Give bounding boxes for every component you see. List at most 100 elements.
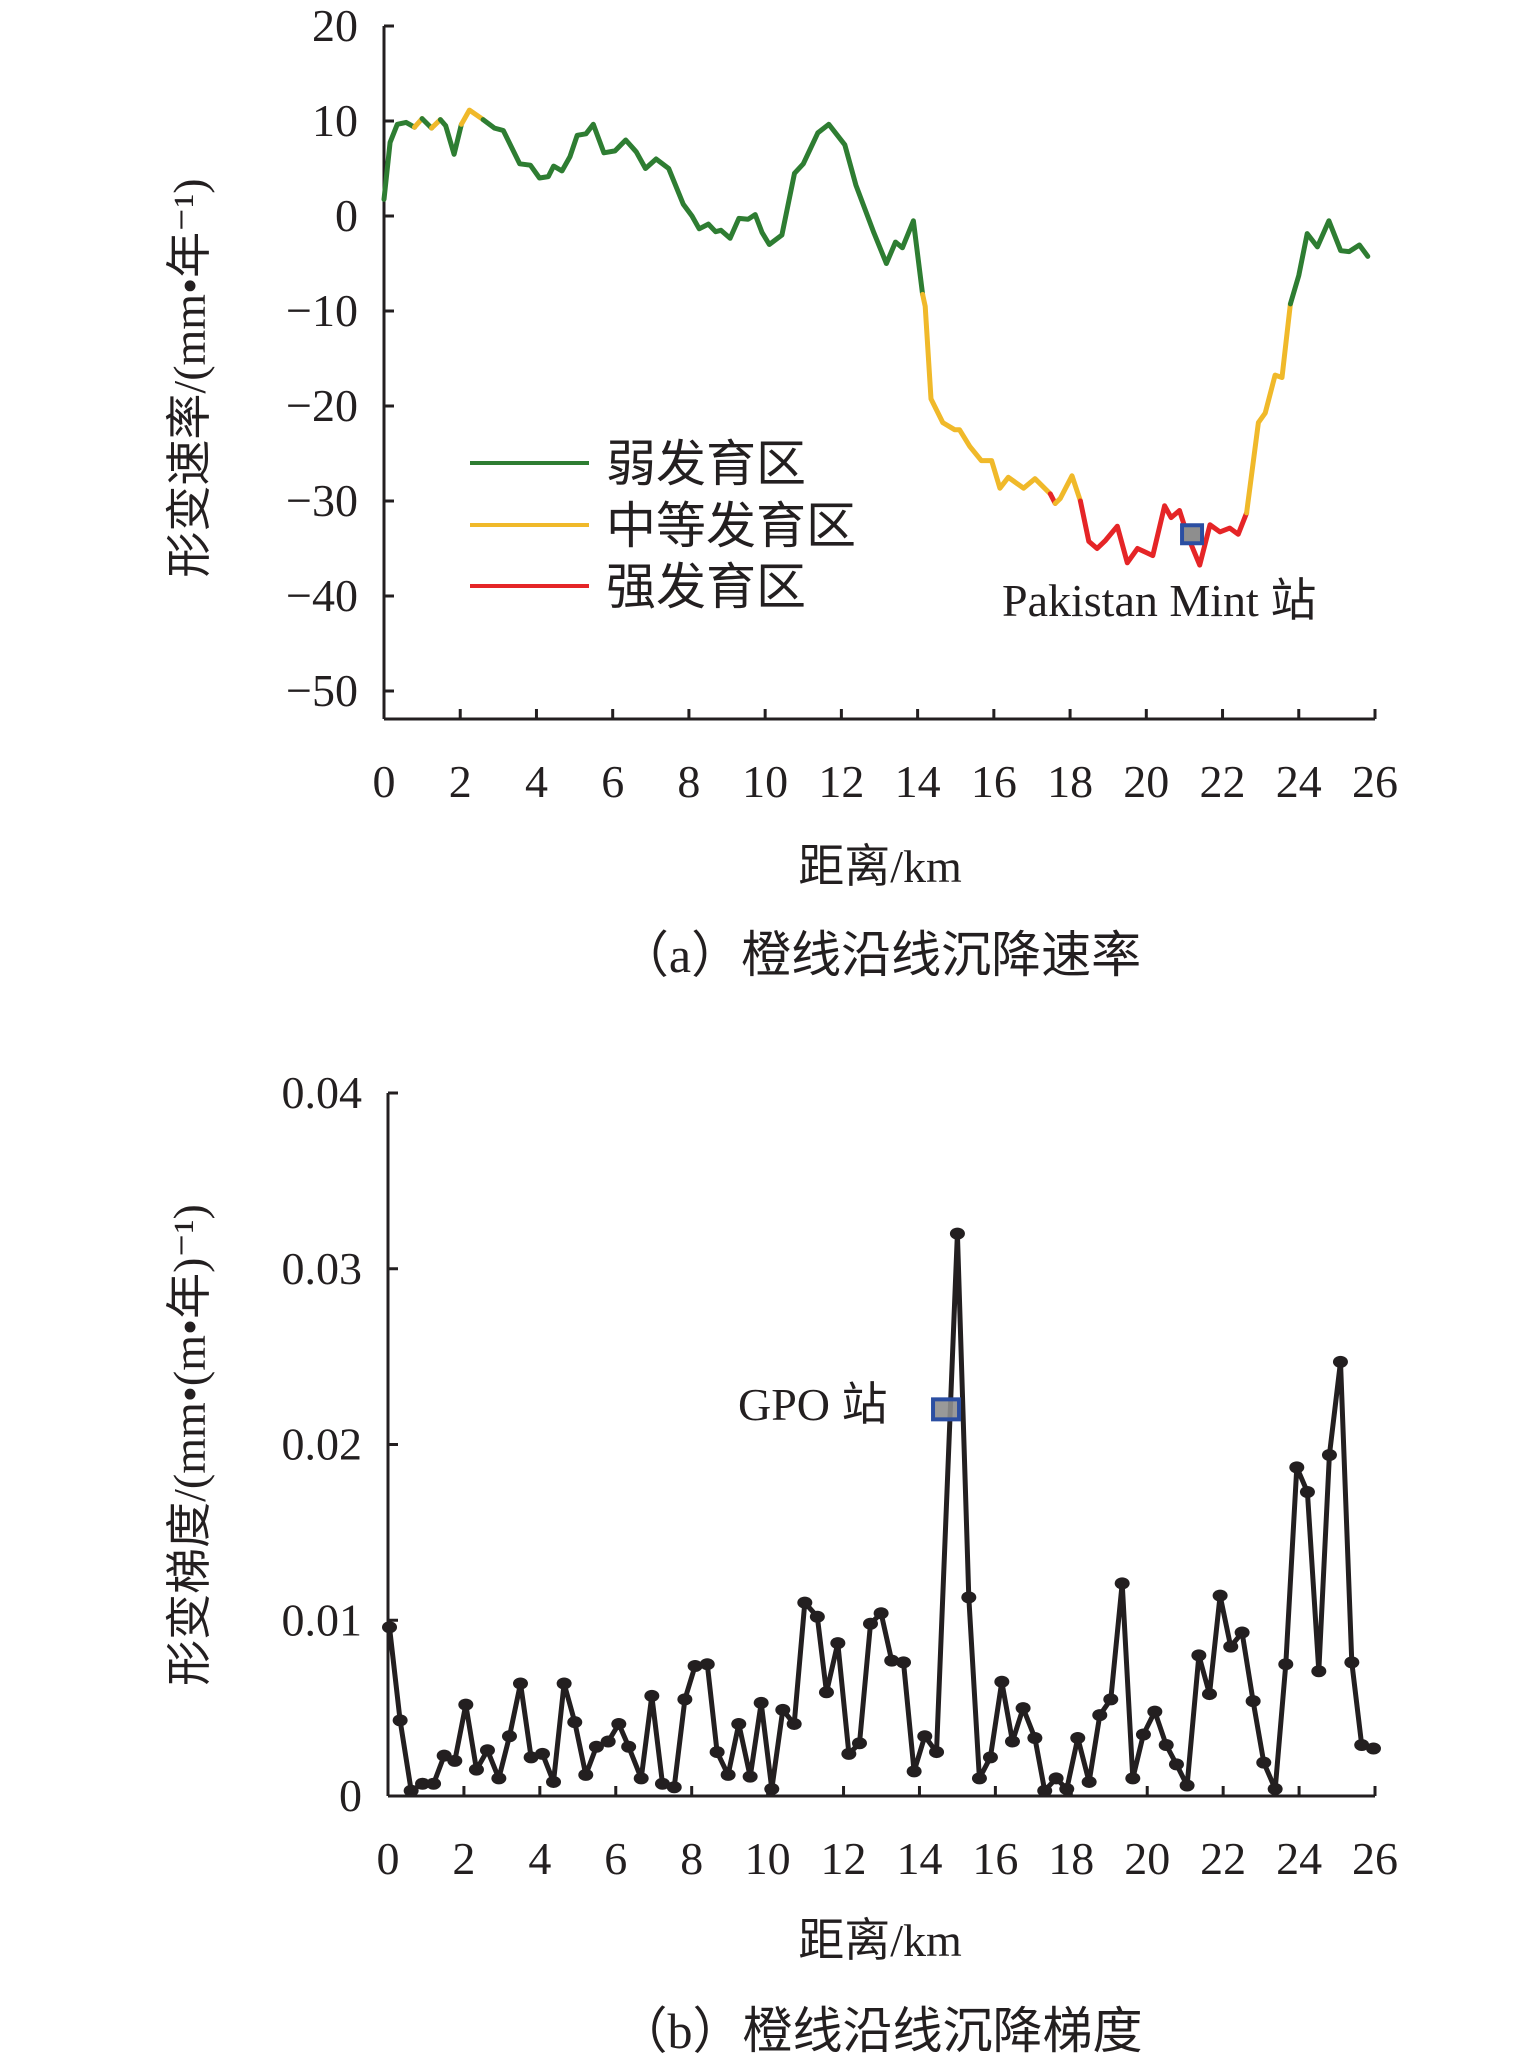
x-tick-label: 4	[525, 756, 548, 807]
x-tick-label: 22	[1200, 1833, 1246, 1884]
gradient-point	[567, 1716, 583, 1729]
x-tick-label: 24	[1276, 756, 1322, 807]
gradient-point	[720, 1768, 736, 1781]
gradient-point	[851, 1737, 867, 1750]
y-tick-label: 0.01	[282, 1594, 363, 1645]
gradient-point	[621, 1740, 637, 1753]
x-tick-label: 8	[677, 756, 700, 807]
gradient-point	[896, 1656, 912, 1669]
gradient-point	[753, 1696, 769, 1709]
gradient-point	[1354, 1739, 1370, 1752]
gradient-point	[884, 1654, 900, 1667]
x-tick-label: 12	[821, 1833, 867, 1884]
gradient-point	[392, 1714, 408, 1727]
gradient-point	[818, 1686, 834, 1699]
gradient-point	[1081, 1775, 1097, 1788]
legend-label-moderate: 中等发育区	[606, 498, 856, 554]
gradient-point	[764, 1782, 780, 1795]
x-tick-label: 20	[1123, 756, 1169, 807]
rate-line-weak	[381, 119, 417, 202]
y-tick-label: 0	[339, 1770, 362, 1821]
gradient-point	[512, 1677, 528, 1690]
chart-b-ylabel: 形变梯度/(mm•(m•年)⁻¹)	[164, 1204, 215, 1686]
legend-label-strong: 强发育区	[606, 559, 806, 615]
gradient-point	[830, 1637, 846, 1650]
x-tick-label: 10	[742, 756, 788, 807]
gradient-point	[742, 1770, 758, 1783]
gradient-line	[387, 1231, 1375, 1794]
gradient-point	[382, 1621, 398, 1634]
gradient-point	[556, 1677, 572, 1690]
gradient-point	[1267, 1782, 1283, 1795]
chart-b-xlabel: 距离/km	[798, 1915, 962, 1966]
rate-line-moderate	[1052, 473, 1083, 506]
gradient-point	[1147, 1705, 1163, 1718]
gradient-point	[633, 1772, 649, 1785]
x-tick-label: 20	[1124, 1833, 1170, 1884]
gradient-point	[546, 1775, 562, 1788]
chart-a-deformation-rate: 形变速率/(mm•年⁻¹) 距离/km （a）橙线沿线沉降速率 Pakistan…	[164, 0, 1398, 983]
y-tick-label: −30	[286, 475, 358, 526]
gradient-point	[447, 1754, 463, 1767]
gradient-point	[677, 1693, 693, 1706]
gradient-point	[523, 1751, 539, 1764]
rate-line-strong	[1077, 498, 1250, 568]
gradient-point	[1135, 1728, 1151, 1741]
chart-a-legend: 弱发育区 中等发育区 强发育区	[470, 436, 856, 615]
gradient-point	[1114, 1577, 1130, 1590]
gradient-point	[775, 1703, 791, 1716]
y-tick-label: 20	[312, 0, 358, 51]
gradient-point	[1256, 1756, 1272, 1769]
pakistan-mint-station-marker	[1180, 523, 1205, 546]
gradient-point	[535, 1747, 551, 1760]
chart-a-caption: （a）橙线沿线沉降速率	[619, 927, 1141, 983]
gradient-point	[929, 1746, 945, 1759]
x-tick-label: 4	[528, 1833, 551, 1884]
gradient-point	[644, 1689, 660, 1702]
gradient-point	[873, 1607, 889, 1620]
y-tick-label: −10	[286, 285, 358, 336]
x-tick-label: 16	[972, 1833, 1018, 1884]
gradient-point	[699, 1658, 715, 1671]
gradient-point	[1365, 1742, 1381, 1755]
x-tick-label: 2	[452, 1833, 475, 1884]
y-tick-label: 10	[312, 95, 358, 146]
gradient-point	[1015, 1702, 1031, 1715]
gradient-point	[1158, 1739, 1174, 1752]
gradient-point	[971, 1772, 987, 1785]
x-tick-label: 2	[449, 756, 472, 807]
gradient-point	[588, 1740, 604, 1753]
rate-line-weak	[437, 117, 464, 157]
x-tick-label: 24	[1276, 1833, 1322, 1884]
x-tick-label: 18	[1047, 756, 1093, 807]
gradient-point	[1201, 1688, 1217, 1701]
gradient-point	[731, 1717, 747, 1730]
pakistan-mint-label: Pakistan Mint 站	[1002, 575, 1316, 626]
gradient-point	[1344, 1656, 1360, 1669]
gradient-point	[1332, 1355, 1348, 1368]
gradient-point	[949, 1227, 965, 1240]
gradient-point	[1289, 1461, 1305, 1474]
gradient-point	[1168, 1758, 1184, 1771]
x-tick-label: 6	[604, 1833, 627, 1884]
gradient-point	[1321, 1449, 1337, 1462]
gradient-point	[1212, 1589, 1228, 1602]
gradient-point	[458, 1698, 474, 1711]
x-tick-label: 26	[1352, 756, 1398, 807]
rate-line-weak	[480, 117, 926, 297]
gradient-point	[468, 1763, 484, 1776]
x-tick-label: 14	[896, 1833, 942, 1884]
y-tick-label: −50	[286, 665, 358, 716]
x-tick-label: 8	[680, 1833, 703, 1884]
gradient-point	[1191, 1649, 1207, 1662]
x-tick-label: 12	[818, 756, 864, 807]
gradient-point	[786, 1717, 802, 1730]
gradient-point	[917, 1730, 933, 1743]
gradient-point	[1125, 1772, 1141, 1785]
gradient-point	[961, 1591, 977, 1604]
x-tick-label: 6	[601, 756, 624, 807]
gradient-point	[415, 1777, 431, 1790]
gradient-point	[1223, 1640, 1239, 1653]
gradient-point	[491, 1772, 507, 1785]
